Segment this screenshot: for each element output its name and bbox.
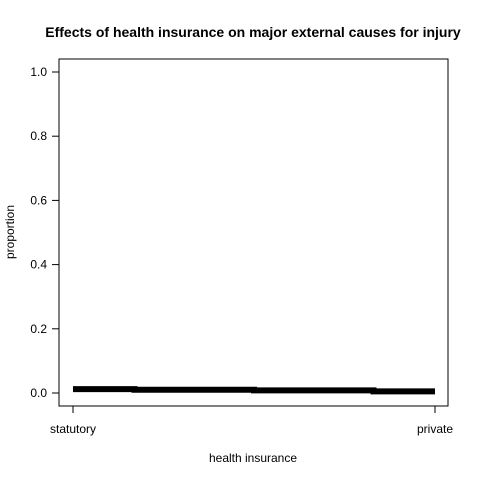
y-axis: 0.0 0.2 0.4 0.6 0.8 1.0	[30, 65, 60, 400]
x-axis: statutory private	[50, 405, 453, 436]
series-line	[73, 386, 435, 395]
x-tick-label: statutory	[50, 422, 96, 436]
x-axis-label: health insurance	[209, 451, 297, 465]
series-layer	[73, 386, 435, 395]
y-axis-label: proportion	[3, 205, 17, 259]
chart-title: Effects of health insurance on major ext…	[45, 24, 461, 40]
y-tick-label: 0.0	[30, 386, 47, 400]
x-tick-label: private	[417, 422, 453, 436]
y-tick-label: 0.8	[30, 129, 47, 143]
y-tick-label: 0.6	[30, 193, 47, 207]
y-tick-label: 0.2	[30, 322, 47, 336]
y-tick-label: 0.4	[30, 258, 47, 272]
y-tick-label: 1.0	[30, 65, 47, 79]
